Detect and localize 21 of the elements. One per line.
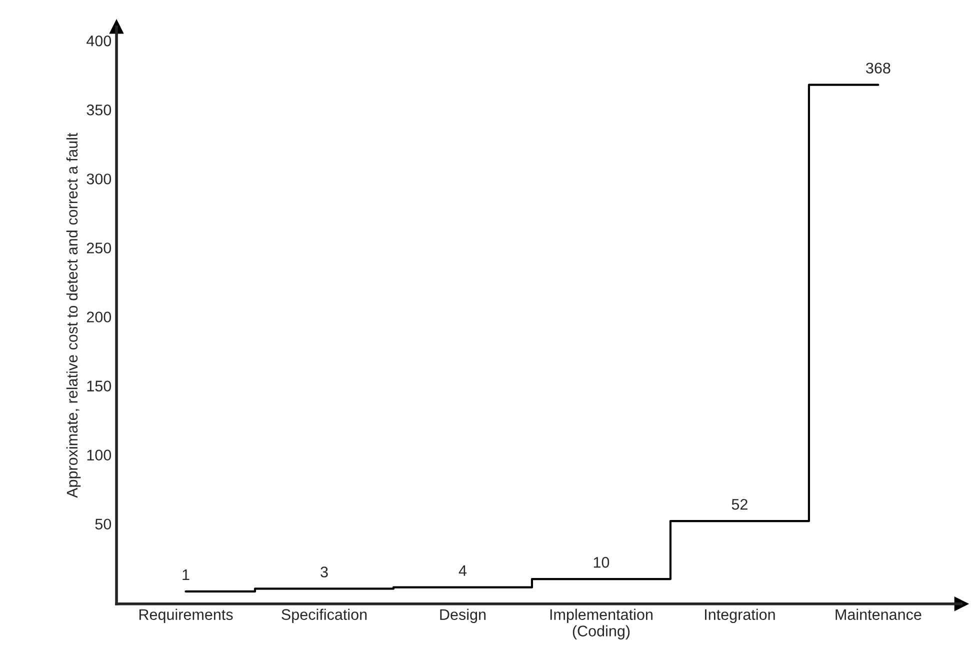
data-label: 52 (732, 498, 748, 510)
x-tick-label: Integration (705, 608, 775, 624)
x-tick-label: Implementation (Coding) (550, 608, 652, 640)
y-tick-label: 50 (95, 518, 112, 530)
x-tick-label: Design (440, 608, 486, 624)
y-tick-label: 150 (87, 380, 112, 392)
data-label: 4 (458, 565, 467, 576)
data-label: 3 (320, 566, 328, 578)
y-tick-label: 200 (86, 312, 112, 322)
data-label: 1 (182, 570, 190, 580)
y-axis-title: Approximate, relative cost to detect and correct a fault (66, 132, 81, 498)
y-tick-label: 300 (86, 174, 112, 184)
y-tick-label: 400 (86, 36, 112, 46)
y-tick-label: 100 (87, 450, 112, 460)
y-tick-label: 350 (86, 104, 112, 116)
y-tick-label: 250 (86, 242, 112, 254)
x-tick-label: Requirements (139, 608, 233, 624)
data-label: 10 (594, 556, 610, 568)
data-label: 368 (866, 62, 890, 74)
x-tick-label: Specification (282, 608, 367, 624)
x-tick-label: Maintenance (836, 608, 922, 620)
